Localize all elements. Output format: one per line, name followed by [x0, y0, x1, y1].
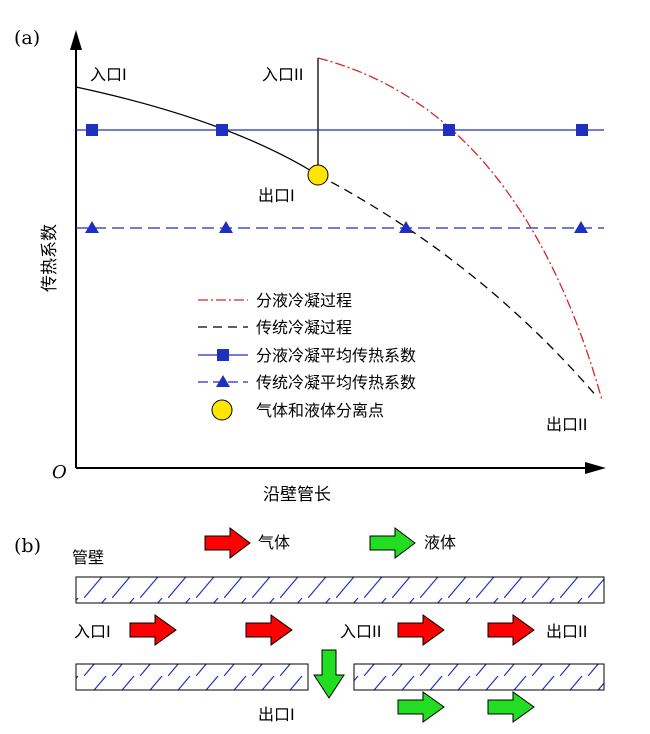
inlet2-label: 入口II: [262, 65, 303, 84]
pipe-outlet2-label: 出口II: [546, 622, 587, 641]
square-marker: [443, 124, 455, 136]
legend: 分液冷凝过程 传统冷凝过程 分液冷凝平均传热系数 传统冷凝平均传热系数 气体和液…: [198, 291, 416, 421]
gas-flow-arrow: [397, 614, 445, 646]
x-axis-label: 沿壁管长: [263, 485, 331, 505]
conventional-curve-dashed: [317, 174, 599, 399]
triangle-marker: [219, 221, 233, 233]
gas-flow-arrow: [487, 614, 535, 646]
triangle-marker: [399, 221, 413, 233]
panel-a-label: (a): [14, 27, 40, 49]
gas-label: 气体: [258, 533, 290, 552]
triangle-marker: [574, 221, 588, 233]
bottom-pipe-wall-left: [75, 663, 309, 691]
separation-point: [307, 164, 329, 186]
y-axis: [70, 30, 82, 468]
liquid-flow-arrow: [487, 691, 535, 723]
legend-separation-point: 气体和液体分离点: [256, 401, 384, 420]
outlet1-label: 出口I: [258, 186, 295, 205]
square-markers: [86, 124, 588, 136]
gas-flow-arrow: [245, 614, 293, 646]
square-marker: [216, 124, 228, 136]
separated-curve: [317, 57, 603, 401]
liquid-flow-arrow: [397, 691, 445, 723]
legend-square-marker: [217, 349, 229, 361]
liquid-label: 液体: [424, 533, 456, 552]
y-axis-label: 传热系数: [40, 224, 60, 292]
pipe-inlet2-label: 入口II: [340, 622, 381, 641]
legend-separated-average: 分液冷凝平均传热系数: [256, 346, 416, 365]
bottom-pipe-wall-right: [353, 663, 605, 691]
legend-conventional-average: 传统冷凝平均传热系数: [256, 373, 416, 392]
triangle-markers: [85, 221, 588, 233]
top-pipe-wall: [75, 576, 605, 604]
liquid-legend-arrow: [369, 527, 416, 559]
pipe-outlet1-label: 出口I: [258, 705, 295, 724]
inlet1-label: 入口I: [90, 65, 127, 84]
legend-separated: 分液冷凝过程: [256, 291, 352, 310]
x-axis: [76, 462, 606, 474]
panel-b-label: (b): [14, 535, 41, 557]
gas-flow-arrow: [129, 614, 177, 646]
wall-label: 管壁: [72, 548, 104, 567]
liquid-outlet-arrow: [313, 649, 345, 699]
pipe-inlet1-label: 入口I: [74, 622, 111, 641]
triangle-marker: [85, 221, 99, 233]
outlet2-label: 出口II: [546, 415, 587, 434]
square-marker: [576, 124, 588, 136]
conventional-curve-solid: [75, 86, 319, 176]
gas-legend-arrow: [204, 527, 251, 559]
legend-triangle-marker: [216, 375, 230, 387]
legend-circle-marker: [211, 399, 233, 421]
square-marker: [86, 124, 98, 136]
legend-conventional: 传统冷凝过程: [256, 318, 352, 337]
origin-label: O: [52, 462, 67, 483]
